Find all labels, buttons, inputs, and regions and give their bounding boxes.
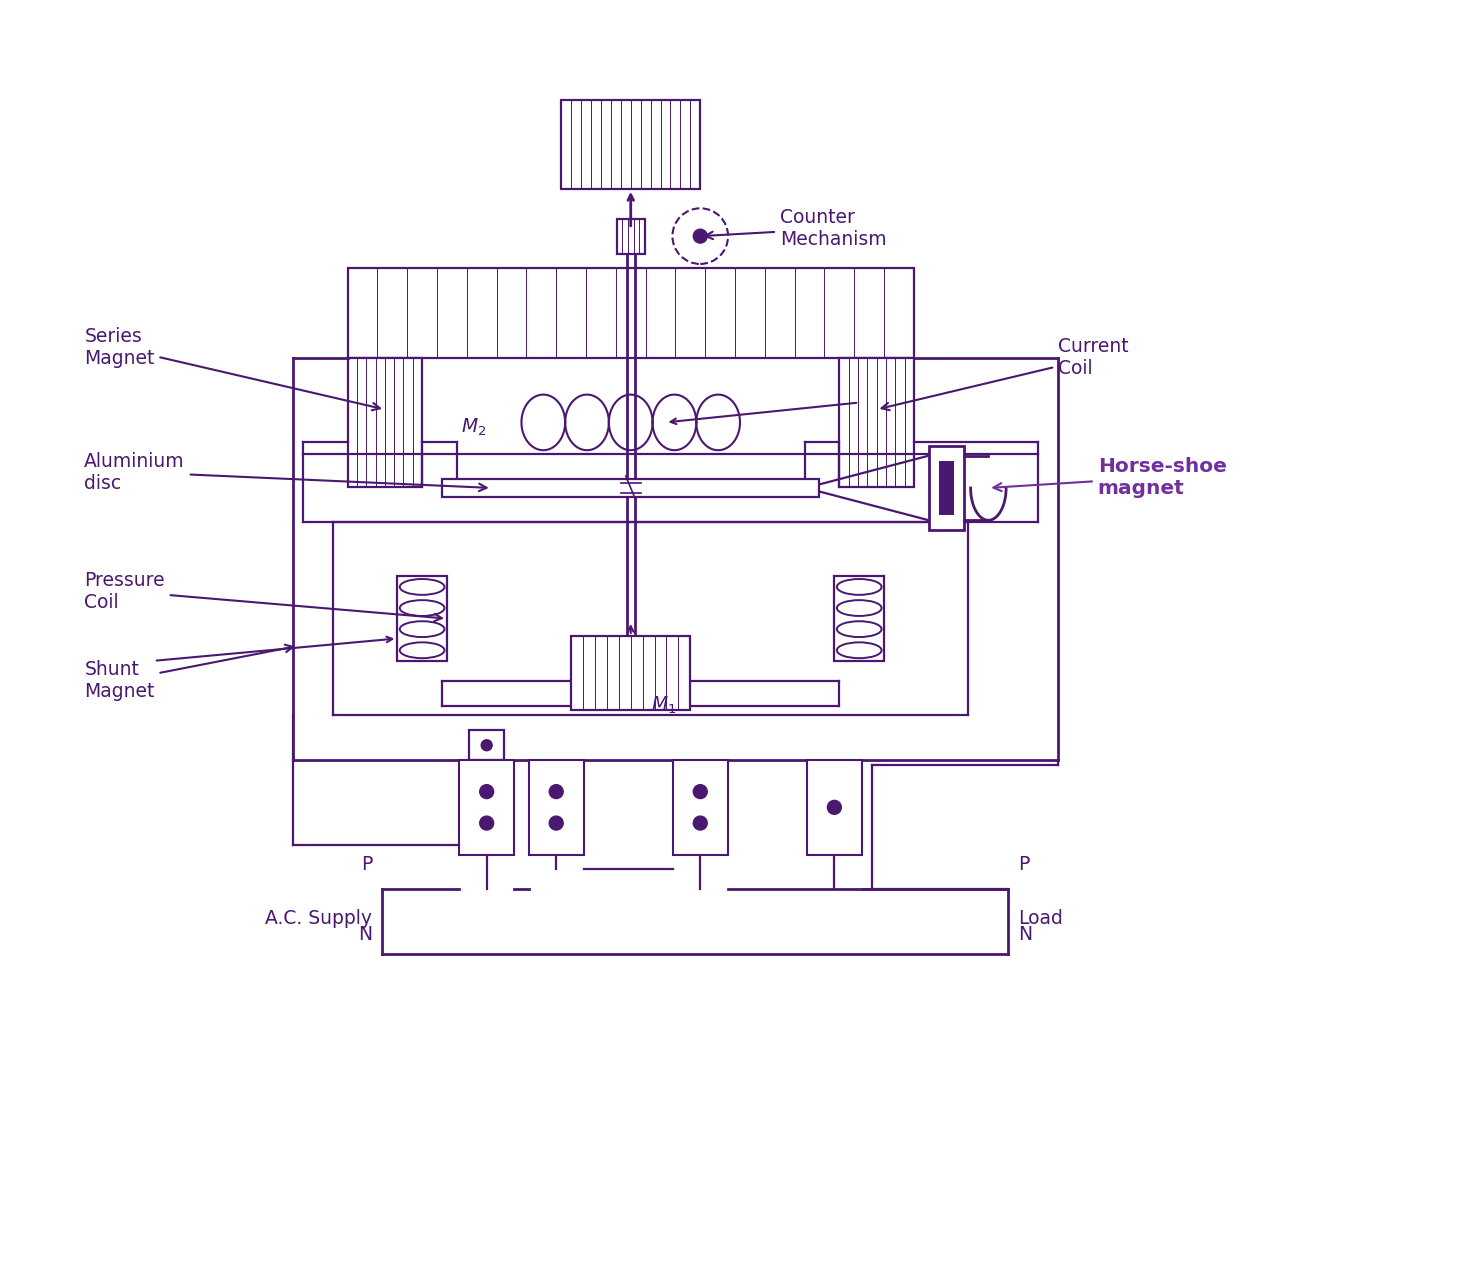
Circle shape [693, 785, 708, 799]
Text: Shunt
Magnet: Shunt Magnet [84, 644, 293, 701]
Bar [469, 730, 504, 760]
Circle shape [480, 817, 493, 830]
Bar [397, 576, 447, 661]
Circle shape [693, 817, 708, 830]
Text: M$_2$: M$_2$ [461, 417, 487, 438]
Circle shape [693, 229, 708, 243]
Text: Series
Magnet: Series Magnet [84, 328, 381, 410]
Text: P: P [361, 856, 372, 875]
Bar [529, 760, 584, 855]
Bar [616, 219, 644, 253]
Bar [459, 760, 514, 855]
Text: Pressure
Coil: Pressure Coil [84, 571, 441, 622]
Text: M$_1$: M$_1$ [650, 695, 677, 717]
Bar [348, 358, 422, 487]
Circle shape [549, 817, 563, 830]
Text: Counter
Mechanism: Counter Mechanism [705, 208, 886, 249]
Circle shape [481, 739, 492, 751]
Bar [840, 358, 914, 487]
Text: Current
Coil: Current Coil [881, 337, 1129, 410]
Bar [561, 100, 701, 189]
Bar [929, 446, 964, 530]
Text: Load: Load [1017, 909, 1063, 928]
Bar [939, 461, 954, 515]
Bar [572, 636, 690, 710]
Circle shape [480, 785, 493, 799]
Text: Aluminium
disc: Aluminium disc [84, 452, 487, 492]
Bar [441, 479, 819, 496]
Bar [834, 576, 884, 661]
Text: Horse-shoe
magnet: Horse-shoe magnet [994, 457, 1226, 498]
Bar [348, 268, 914, 358]
Bar [672, 760, 727, 855]
Text: P: P [1017, 856, 1029, 875]
Bar [807, 760, 862, 855]
Text: A.C. Supply: A.C. Supply [265, 909, 372, 928]
Text: N: N [1017, 925, 1032, 944]
Circle shape [828, 800, 841, 814]
Text: N: N [358, 925, 372, 944]
Circle shape [549, 785, 563, 799]
